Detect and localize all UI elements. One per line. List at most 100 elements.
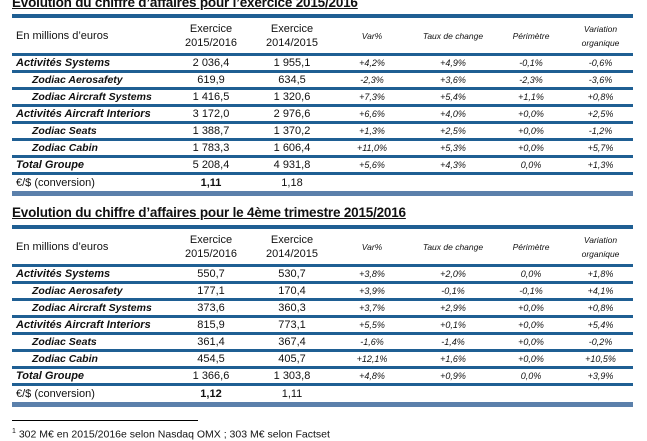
cell-value: 4 931,8 [252,156,332,175]
table-row: Activités Systems 2 036,4 1 955,1 +4,2% +4,9… [12,54,633,73]
column-header-organic: Variation organique [568,14,633,56]
cell-value [494,384,568,407]
cell-value: 0,0% [494,156,568,175]
cell-value: +1,8% [568,265,633,284]
column-header-organic-line2: organique [581,37,620,48]
cell-value: -0,1% [412,282,494,301]
column-header-var: Var% [332,14,412,56]
cell-value: +5,4% [568,316,633,335]
column-header-fx: Taux de change [412,14,494,56]
table-row: Zodiac Aircraft Systems 373,6 360,3 +3,7% +2… [12,299,633,318]
cell-value: +2,5% [568,105,633,124]
cell-value: +12,1% [332,350,412,369]
table-row: Total Groupe 1 366,6 1 303,8 +4,8% +0,9% 0,0%… [12,367,633,386]
cell-value: 3 172,0 [170,105,252,124]
cell-value: +4,3% [412,156,494,175]
table-row: Activités Systems 550,7 530,7 +3,8% +2,0% 0,0… [12,265,633,284]
row-label: Activités Aircraft Interiors [12,105,170,124]
row-label: €/$ (conversion) [12,384,170,407]
cell-value: +0,0% [494,122,568,141]
footnote-divider [12,420,198,421]
cell-value: 1 416,5 [170,88,252,107]
cell-value: +3,9% [568,367,633,386]
cell-value: -2,3% [494,71,568,90]
cell-value: 1 320,6 [252,88,332,107]
cell-value: 1 303,8 [252,367,332,386]
revenue-table-q4: En millions d’euros Exercice 2015/2016 Exer… [12,225,633,407]
cell-value: 0,0% [494,367,568,386]
cell-value: +5,3% [412,139,494,158]
column-header-prior-year-line1: Exercice [270,22,314,35]
table-row: Zodiac Aircraft Systems 1 416,5 1 320,6 +7,… [12,88,633,107]
row-label: Zodiac Cabin [12,350,170,369]
cell-value: 361,4 [170,333,252,352]
table-row: Zodiac Seats 1 388,7 1 370,2 +1,3% +2,5% +0,0… [12,122,633,141]
cell-value: 1 388,7 [170,122,252,141]
cell-value: 405,7 [252,350,332,369]
cell-value: 170,4 [252,282,332,301]
cell-value: 2 036,4 [170,54,252,73]
cell-value: -0,6% [568,54,633,73]
cell-value: 773,1 [252,316,332,335]
cell-value: +1,3% [332,122,412,141]
cell-value: +4,1% [568,282,633,301]
cell-value: -3,6% [568,71,633,90]
footnote: 1 302 M€ en 2015/2016e selon Nasdaq OMX … [12,428,330,441]
column-header-prior-year-line1: Exercice [270,233,314,246]
table-row: Activités Aircraft Interiors 815,9 773,1 +5… [12,316,633,335]
table-row: Activités Aircraft Interiors 3 172,0 2 976… [12,105,633,124]
cell-value: 360,3 [252,299,332,318]
cell-value: +2,0% [412,265,494,284]
cell-value: +3,8% [332,265,412,284]
cell-value: 1,11 [252,384,332,407]
row-label: Zodiac Seats [12,333,170,352]
cell-value: +0,0% [494,333,568,352]
cell-value: -1,4% [412,333,494,352]
cell-value: 2 976,6 [252,105,332,124]
cell-value: 1 366,6 [170,367,252,386]
column-header-organic-line2: organique [581,248,620,259]
table-row: €/$ (conversion) 1,12 1,11 [12,384,633,407]
column-header-prior-year-line2: 2014/2015 [266,36,318,49]
cell-value: 454,5 [170,350,252,369]
cell-value: +2,9% [412,299,494,318]
cell-value: 1 370,2 [252,122,332,141]
column-header-organic-line1: Variation [583,234,618,245]
column-header-perimeter: Périmètre [494,14,568,56]
cell-value: +11,0% [332,139,412,158]
revenue-table-fiscal-year: En millions d’euros Exercice 2015/2016 Exer… [12,14,633,196]
cell-value: +7,3% [332,88,412,107]
cell-value: -0,1% [494,282,568,301]
cell-value: 0,0% [494,265,568,284]
cell-value: +4,9% [412,54,494,73]
row-label: Zodiac Aircraft Systems [12,88,170,107]
table-title-fiscal-year: Evolution du chiffre d’affaires pour l’e… [12,0,358,10]
cell-value: +1,1% [494,88,568,107]
cell-value [332,384,412,407]
column-header-fx: Taux de change [412,225,494,267]
cell-value: +6,6% [332,105,412,124]
cell-value: +5,5% [332,316,412,335]
cell-value: 1,12 [170,384,252,407]
cell-value: +0,8% [568,299,633,318]
footnote-text: 302 M€ en 2015/2016e selon Nasdaq OMX ; … [15,428,330,441]
cell-value: +4,2% [332,54,412,73]
column-header-label: En millions d’euros [12,225,170,267]
table-row: Zodiac Cabin 1 783,3 1 606,4 +11,0% +5,3% +0,… [12,139,633,158]
cell-value [332,173,412,196]
row-label: Zodiac Cabin [12,139,170,158]
header-row: En millions d’euros Exercice 2015/2016 Exer… [12,14,633,56]
cell-value: +2,5% [412,122,494,141]
cell-value: 1,11 [170,173,252,196]
row-label: Total Groupe [12,367,170,386]
column-header-current-year: Exercice 2015/2016 [170,225,252,267]
column-header-perimeter: Périmètre [494,225,568,267]
cell-value: -0,2% [568,333,633,352]
cell-value: +5,7% [568,139,633,158]
table-title-q4: Evolution du chiffre d’affaires pour le … [12,205,406,220]
cell-value: 1,18 [252,173,332,196]
cell-value: +5,4% [412,88,494,107]
cell-value: 1 783,3 [170,139,252,158]
table-row: €/$ (conversion) 1,11 1,18 [12,173,633,196]
cell-value: +0,9% [412,367,494,386]
